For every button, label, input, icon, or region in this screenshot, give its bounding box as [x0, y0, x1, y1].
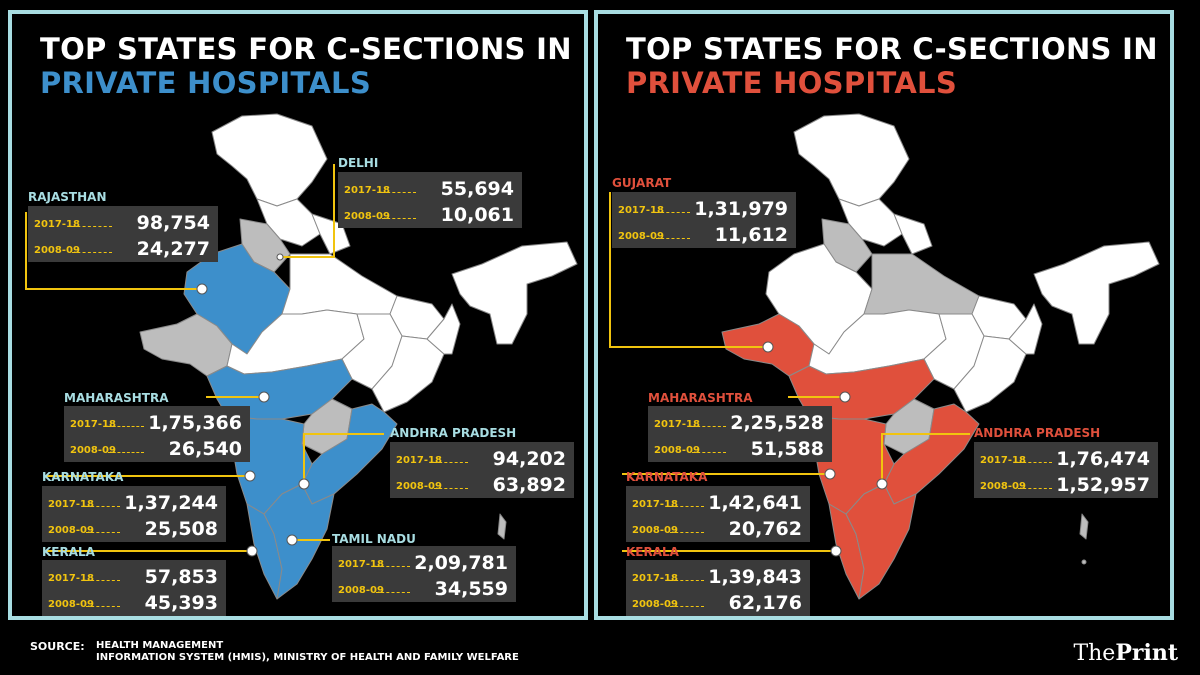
- right-title-line2: PRIVATE HOSPITALS: [626, 66, 958, 100]
- year-label: 2017-18: [396, 455, 442, 466]
- data-box-tamil-nadu: 2017-18 2,09,781 2008-09 34,559: [332, 546, 516, 602]
- state-label-delhi: DELHI: [338, 156, 379, 170]
- year-label: 2017-18: [618, 205, 664, 216]
- value-2008: 45,393: [144, 592, 218, 614]
- data-box-maharashtra: 2017-18 2,25,528 2008-09 51,588: [648, 406, 832, 462]
- source-label: SOURCE:: [30, 640, 85, 653]
- source-text: HEALTH MANAGEMENT INFORMATION SYSTEM (HM…: [96, 640, 519, 664]
- year-label: 2017-18: [48, 499, 94, 510]
- value-2017: 1,42,641: [708, 492, 802, 514]
- left-title-line1: TOP STATES FOR C-SECTIONS IN: [40, 32, 572, 66]
- state-label-rajasthan: RAJASTHAN: [28, 190, 107, 204]
- value-2017: 1,75,366: [148, 412, 242, 434]
- year-label: 2008-09: [618, 231, 664, 242]
- value-2008: 10,061: [440, 204, 514, 226]
- value-2008: 51,588: [750, 438, 824, 460]
- theprint-logo: ThePrint: [1073, 640, 1178, 666]
- value-2008: 20,762: [728, 518, 802, 540]
- year-label: 2017-18: [632, 573, 678, 584]
- year-label: 2017-18: [34, 219, 80, 230]
- value-2008: 11,612: [714, 224, 788, 246]
- value-2008: 24,277: [136, 238, 210, 260]
- source-line2: INFORMATION SYSTEM (HMIS), MINISTRY OF H…: [96, 652, 519, 663]
- year-label: 2008-09: [980, 481, 1026, 492]
- data-box-rajasthan: 2017-18 98,754 2008-09 24,277: [28, 206, 218, 262]
- year-label: 2008-09: [632, 599, 678, 610]
- data-box-karnataka: 2017-18 1,37,244 2008-09 25,508: [42, 486, 226, 542]
- year-label: 2008-09: [48, 525, 94, 536]
- tamilnadu-region-left: [263, 483, 335, 600]
- state-label-gujarat: GUJARAT: [612, 176, 672, 190]
- year-label: 2017-18: [980, 455, 1026, 466]
- state-label-karnataka: KARNATAKA: [626, 470, 708, 484]
- logo-bold: Print: [1115, 640, 1178, 666]
- value-2008: 25,508: [144, 518, 218, 540]
- year-label: 2017-18: [338, 559, 384, 570]
- year-label: 2008-09: [396, 481, 442, 492]
- state-label-kerala: KERALA: [42, 545, 95, 559]
- state-label-maharashtra: MAHARASHTRA: [648, 391, 753, 405]
- value-2017: 1,31,979: [694, 198, 788, 220]
- year-label: 2017-18: [344, 185, 390, 196]
- value-2008: 62,176: [728, 592, 802, 614]
- value-2008: 1,52,957: [1056, 474, 1150, 496]
- source-line1: HEALTH MANAGEMENT: [96, 640, 224, 651]
- india-map-right: [609, 113, 1160, 600]
- data-box-kerala: 2017-18 57,853 2008-09 45,393: [42, 560, 226, 616]
- state-label-andhra-pradesh: ANDHRA PRADESH: [390, 426, 517, 440]
- year-label: 2008-09: [34, 245, 80, 256]
- state-label-maharashtra: MAHARASHTRA: [64, 391, 169, 405]
- value-2017: 55,694: [440, 178, 514, 200]
- value-2008: 63,892: [492, 474, 566, 496]
- year-label: 2017-18: [48, 573, 94, 584]
- left-title: TOP STATES FOR C-SECTIONS IN PRIVATE HOS…: [40, 32, 572, 100]
- right-title-line1: TOP STATES FOR C-SECTIONS IN: [626, 32, 1158, 66]
- value-2017: 1,37,244: [124, 492, 218, 514]
- year-label: 2008-09: [654, 445, 700, 456]
- state-label-karnataka: KARNATAKA: [42, 470, 124, 484]
- data-box-andhra-pradesh: 2017-18 1,76,474 2008-09 1,52,957: [974, 442, 1158, 498]
- left-title-line2: PRIVATE HOSPITALS: [40, 66, 372, 100]
- right-title: TOP STATES FOR C-SECTIONS IN PRIVATE HOS…: [626, 32, 1158, 100]
- data-box-delhi: 2017-18 55,694 2008-09 10,061: [338, 172, 522, 228]
- year-label: 2017-18: [632, 499, 678, 510]
- value-2017: 98,754: [136, 212, 210, 234]
- value-2008: 26,540: [168, 438, 242, 460]
- state-label-kerala: KERALA: [626, 545, 679, 559]
- value-2017: 57,853: [144, 566, 218, 588]
- value-2017: 2,25,528: [730, 412, 824, 434]
- value-2017: 94,202: [492, 448, 566, 470]
- right-panel: TOP STATES FOR C-SECTIONS IN PRIVATE HOS…: [594, 10, 1174, 620]
- year-label: 2008-09: [338, 585, 384, 596]
- year-label: 2017-18: [70, 419, 116, 430]
- value-2017: 1,39,843: [708, 566, 802, 588]
- value-2017: 1,76,474: [1056, 448, 1150, 470]
- year-label: 2008-09: [48, 599, 94, 610]
- data-box-karnataka: 2017-18 1,42,641 2008-09 20,762: [626, 486, 810, 542]
- data-box-maharashtra: 2017-18 1,75,366 2008-09 26,540: [64, 406, 250, 462]
- year-label: 2008-09: [70, 445, 116, 456]
- state-label-andhra-pradesh: ANDHRA PRADESH: [974, 426, 1101, 440]
- value-2017: 2,09,781: [414, 552, 508, 574]
- logo-pre: The: [1073, 641, 1116, 666]
- data-box-kerala: 2017-18 1,39,843 2008-09 62,176: [626, 560, 810, 616]
- left-panel: TOP STATES FOR C-SECTIONS IN PRIVATE HOS…: [8, 10, 588, 620]
- state-label-tamil-nadu: TAMIL NADU: [332, 532, 416, 546]
- year-label: 2017-18: [654, 419, 700, 430]
- data-box-andhra-pradesh: 2017-18 94,202 2008-09 63,892: [390, 442, 574, 498]
- value-2008: 34,559: [434, 578, 508, 600]
- year-label: 2008-09: [632, 525, 678, 536]
- data-box-gujarat: 2017-18 1,31,979 2008-09 11,612: [612, 192, 796, 248]
- year-label: 2008-09: [344, 211, 390, 222]
